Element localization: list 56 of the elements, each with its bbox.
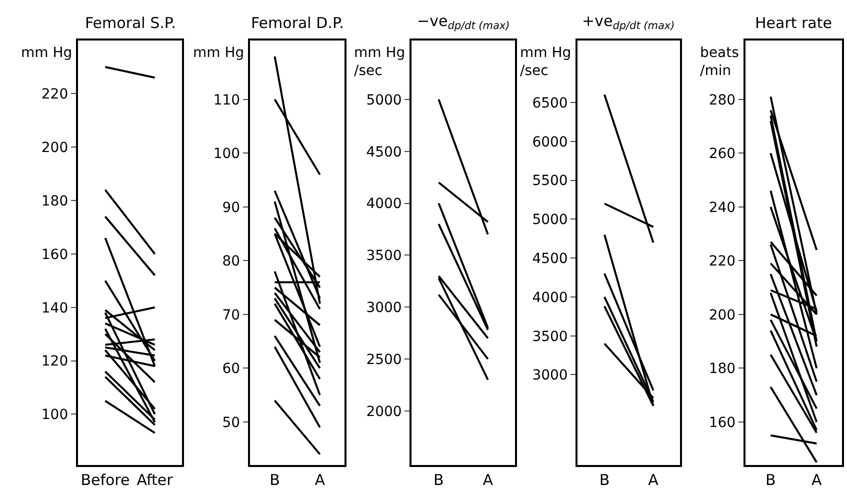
y-tick-label: 220 — [41, 86, 68, 103]
y-tick-label: 5000 — [366, 92, 402, 108]
y-tick-label: 160 — [708, 414, 736, 431]
y-tick-label: 100 — [41, 407, 68, 424]
y-tick-label: 80 — [222, 254, 240, 270]
y-axis-title: beats /min — [700, 45, 739, 80]
chart-title: −ve$_{dp/dt (max)}$ — [417, 12, 510, 32]
y-tick-label: 140 — [41, 300, 68, 316]
chart-title: Heart rate — [755, 14, 832, 32]
y-tick-label: 4000 — [532, 290, 568, 306]
y-tick-label: 3000 — [366, 300, 402, 316]
x-tick-label: A — [811, 470, 822, 489]
y-tick-label: 5500 — [532, 173, 568, 190]
y-tick-label: 160 — [41, 246, 68, 263]
y-tick-label: 4500 — [532, 250, 568, 267]
x-tick-label: B — [599, 470, 610, 489]
y-axis-title: mm Hg — [21, 45, 72, 61]
x-tick-label: A — [648, 470, 660, 489]
y-tick-label: 200 — [708, 307, 736, 324]
y-tick-label: 90 — [222, 200, 240, 216]
x-tick-label: B — [270, 470, 280, 489]
x-tick-label: After — [136, 470, 174, 489]
y-tick-label: 220 — [708, 254, 736, 270]
y-tick-label: 70 — [222, 307, 240, 324]
x-tick-label: B — [434, 470, 444, 489]
chart-title: Femoral S.P. — [85, 14, 176, 32]
chart-title: Femoral D.P. — [251, 14, 344, 32]
x-tick-label: A — [314, 470, 326, 489]
y-tick-label: 6000 — [532, 134, 568, 150]
y-tick-label: 180 — [41, 193, 68, 210]
chart-title: +ve$_{dp/dt (max)}$ — [582, 12, 675, 32]
y-tick-label: 50 — [222, 414, 240, 431]
y-tick-label: 2500 — [366, 352, 402, 368]
y-tick-label: 3000 — [532, 368, 568, 384]
x-tick-label: B — [766, 470, 776, 489]
x-tick-label: Before — [80, 470, 130, 489]
y-tick-label: 5000 — [532, 212, 568, 228]
y-tick-label: 200 — [41, 140, 68, 156]
y-tick-label: 180 — [708, 361, 736, 378]
y-tick-label: 280 — [708, 92, 736, 108]
y-tick-label: 4000 — [366, 196, 402, 212]
x-tick-label: A — [482, 470, 494, 489]
y-tick-label: 100 — [213, 146, 240, 162]
y-tick-label: 260 — [708, 146, 736, 162]
y-axis-title: mm Hg /sec — [520, 45, 572, 80]
y-tick-label: 3500 — [532, 328, 568, 345]
y-tick-label: 4500 — [366, 144, 402, 160]
y-tick-label: 6500 — [532, 95, 568, 112]
y-tick-label: 240 — [708, 200, 736, 216]
y-tick-label: 110 — [213, 92, 240, 108]
y-tick-label: 3500 — [366, 248, 402, 264]
y-tick-label: 2000 — [366, 404, 402, 420]
y-axis-title: mm Hg — [193, 45, 244, 61]
y-tick-label: 120 — [41, 354, 68, 370]
y-axis-title: mm Hg /sec — [354, 45, 406, 80]
y-tick-label: 60 — [222, 361, 240, 378]
